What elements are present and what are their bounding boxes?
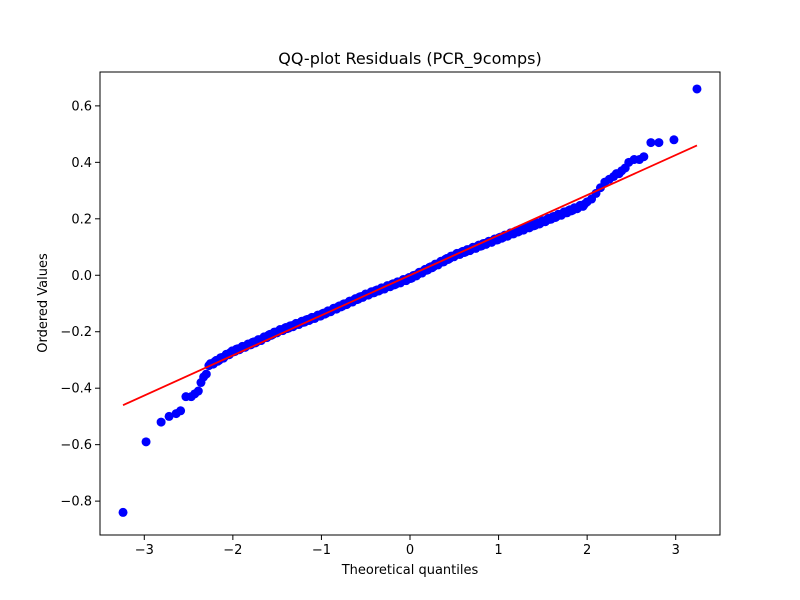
data-point: [669, 135, 679, 145]
data-point: [118, 507, 128, 517]
data-point: [201, 369, 211, 379]
data-point: [156, 417, 166, 427]
y-axis-title: Ordered Values: [36, 253, 51, 353]
x-tick-label: 1: [494, 543, 502, 558]
chart-title: QQ-plot Residuals (PCR_9comps): [278, 49, 541, 69]
data-point: [193, 386, 203, 396]
data-point: [582, 197, 592, 207]
fit-line: [122, 144, 698, 406]
data-point: [654, 138, 664, 148]
x-axis-title: Theoretical quantiles: [341, 563, 479, 578]
y-tick-label: −0.8: [60, 495, 92, 510]
y-tick-label: −0.6: [60, 438, 92, 453]
y-tick-label: 0.2: [71, 212, 92, 227]
data-point: [176, 406, 186, 416]
plot-frame: [99, 71, 721, 536]
y-tick-label: −0.4: [60, 382, 92, 397]
y-tick-label: 0.0: [71, 269, 92, 284]
y-axis: −0.8 −0.6 −0.4 −0.2 0.0 0.2 0.4 0.6: [60, 99, 100, 510]
data-point: [164, 411, 174, 421]
plot-area: [118, 84, 702, 517]
x-tick-label: −2: [223, 543, 242, 558]
y-tick-label: −0.2: [60, 325, 92, 340]
x-tick-label: 3: [672, 543, 680, 558]
x-tick-label: 2: [583, 543, 591, 558]
x-tick-label: −1: [312, 543, 331, 558]
y-tick-label: 0.6: [71, 99, 92, 114]
data-point: [646, 138, 656, 148]
data-point: [141, 437, 151, 447]
data-point: [692, 84, 702, 94]
x-axis: −3 −2 −1 0 1 2 3: [135, 535, 680, 558]
y-tick-label: 0.4: [71, 156, 92, 171]
x-tick-label: −3: [135, 543, 154, 558]
x-tick-label: 0: [406, 543, 414, 558]
